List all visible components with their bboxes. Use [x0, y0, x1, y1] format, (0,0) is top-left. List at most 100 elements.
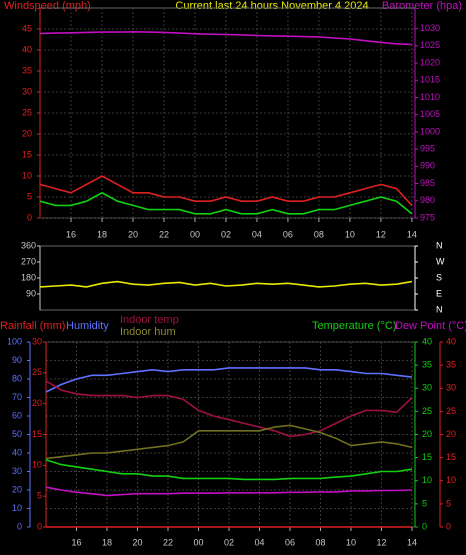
y-tick-label: 5 [37, 491, 42, 501]
x-tick-label: 22 [159, 229, 169, 239]
x-tick-label: 02 [221, 229, 231, 239]
x-tick-label: 04 [252, 229, 262, 239]
y-tick-label: 270 [21, 256, 36, 266]
y-tick-label: 45 [22, 23, 32, 33]
y-tick-label: 40 [422, 336, 432, 346]
y-tick-label: 30 [12, 466, 22, 476]
series-line [45, 367, 413, 393]
x-tick-label: 06 [283, 229, 293, 239]
series-line [39, 191, 413, 215]
y-tick-label: E [436, 288, 442, 298]
y-tick-label: 15 [32, 429, 42, 439]
y-tick-label: 0 [446, 521, 451, 531]
dew-axis-label: Dew Point (°C) [395, 320, 466, 332]
x-tick-label: 02 [224, 537, 234, 547]
y-tick-label: 20 [12, 484, 22, 494]
y-tick-label: 25 [22, 107, 32, 117]
y-tick-label: 70 [12, 392, 22, 402]
barometer-axis-label: Barometer (hpa) [382, 0, 462, 12]
y-tick-label: 15 [22, 149, 32, 159]
y-tick-label: 360 [21, 240, 36, 250]
y-tick-label: 10 [12, 503, 22, 513]
series-line [45, 486, 413, 497]
y-tick-label: W [436, 256, 445, 266]
x-tick-label: 06 [285, 537, 295, 547]
y-tick-label: 5 [422, 498, 427, 508]
series-line [39, 175, 413, 206]
y-tick-label: 50 [12, 429, 22, 439]
y-tick-label: 100 [7, 336, 22, 346]
chart-title: Current last 24 hours November 4 2024 [175, 0, 368, 12]
y-tick-label: 25 [446, 406, 456, 416]
series-line [39, 280, 413, 288]
y-tick-label: 30 [22, 86, 32, 96]
x-tick-label: 18 [97, 229, 107, 239]
y-tick-label: 40 [22, 44, 32, 54]
y-tick-label: 1015 [420, 75, 440, 85]
x-tick-label: 20 [132, 537, 142, 547]
y-tick-label: 5 [27, 191, 32, 201]
y-tick-label: 10 [446, 475, 456, 485]
y-tick-label: 60 [12, 410, 22, 420]
y-tick-label: 0 [27, 212, 32, 222]
x-tick-label: 04 [254, 537, 264, 547]
x-tick-label: 16 [66, 229, 76, 239]
x-tick-label: 08 [314, 229, 324, 239]
series-line [45, 380, 413, 438]
series-line [39, 30, 412, 46]
y-tick-label: 10 [32, 460, 42, 470]
x-tick-label: 18 [102, 537, 112, 547]
y-tick-label: 40 [12, 447, 22, 457]
y-tick-label: 35 [22, 65, 32, 75]
y-tick-label: 1010 [420, 92, 440, 102]
x-tick-label: 10 [346, 537, 356, 547]
y-tick-label: 20 [422, 429, 432, 439]
x-tick-label: 22 [163, 537, 173, 547]
series-line [45, 459, 413, 481]
y-tick-label: 15 [446, 452, 456, 462]
y-tick-label: 995 [420, 144, 435, 154]
y-tick-label: 20 [446, 429, 456, 439]
rain-axis-label: Rainfall (mm) [0, 320, 65, 332]
y-tick-label: 90 [12, 355, 22, 365]
y-tick-label: 35 [446, 360, 456, 370]
y-tick-label: N [436, 240, 443, 250]
y-tick-label: 40 [446, 336, 456, 346]
y-tick-label: 20 [22, 128, 32, 138]
x-tick-label: 14 [407, 537, 417, 547]
y-tick-label: 15 [422, 452, 432, 462]
legend-entry: Indoor hum [120, 326, 176, 338]
y-tick-label: 10 [422, 475, 432, 485]
y-tick-label: 985 [420, 178, 435, 188]
y-tick-label: 975 [420, 212, 435, 222]
y-tick-label: 1005 [420, 109, 440, 119]
y-tick-label: 25 [422, 406, 432, 416]
y-tick-label: 1020 [420, 57, 440, 67]
y-tick-label: 25 [32, 367, 42, 377]
plot-frame [39, 245, 416, 311]
x-tick-label: 12 [376, 229, 386, 239]
x-tick-label: 14 [407, 229, 417, 239]
y-tick-label: 90 [26, 288, 36, 298]
series-line [45, 424, 413, 460]
y-tick-label: 990 [420, 161, 435, 171]
y-tick-label: N [436, 304, 443, 314]
y-tick-label: 0 [422, 521, 427, 531]
x-tick-label: 08 [315, 537, 325, 547]
x-tick-label: 12 [376, 537, 386, 547]
y-tick-label: 0 [37, 521, 42, 531]
x-tick-label: 16 [71, 537, 81, 547]
wind-axis-label: Windspeed (mph) [4, 0, 91, 12]
y-tick-label: 30 [32, 336, 42, 346]
x-tick-label: 10 [345, 229, 355, 239]
y-tick-label: 1025 [420, 40, 440, 50]
y-tick-label: 5 [446, 498, 451, 508]
legend-entry: Indoor temp [120, 314, 179, 326]
y-tick-label: 30 [446, 383, 456, 393]
y-tick-label: 180 [21, 272, 36, 282]
y-tick-label: 30 [422, 383, 432, 393]
y-tick-label: S [436, 272, 442, 282]
humidity-axis-label: Humidity [66, 320, 109, 332]
temp-axis-label: Temperature (°C) [312, 320, 396, 332]
y-tick-label: 1030 [420, 23, 440, 33]
